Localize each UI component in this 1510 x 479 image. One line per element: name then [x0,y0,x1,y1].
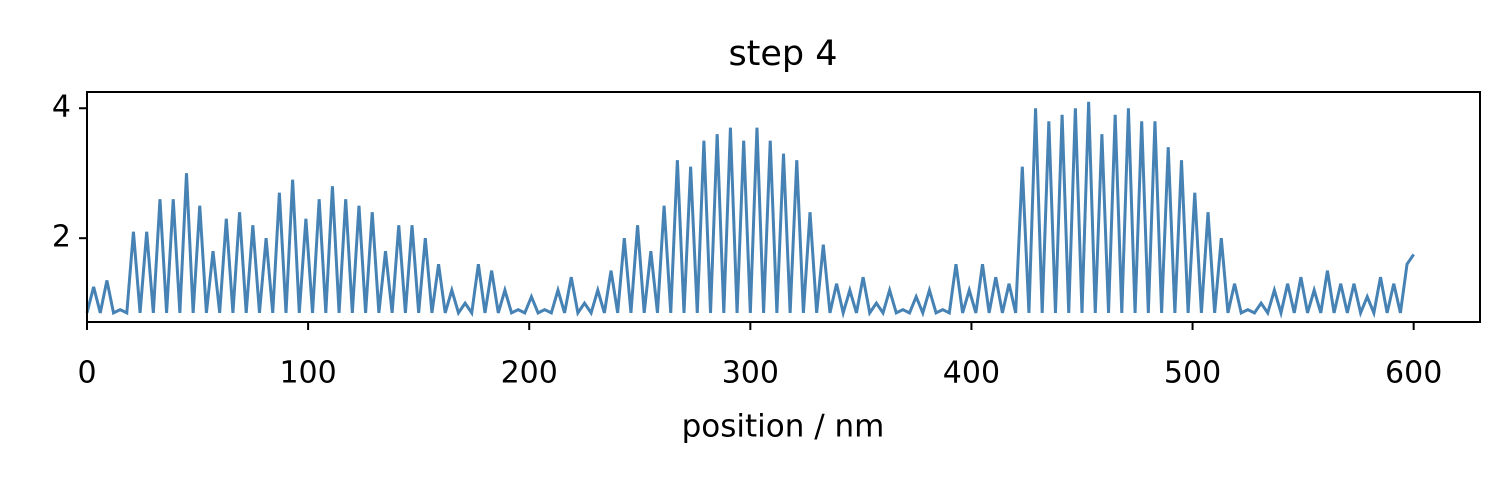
x-tick-label: 600 [1385,356,1442,391]
y-tick-label: 2 [52,220,71,255]
chart-title: step 4 [728,34,837,74]
y-tick-label: 4 [52,90,71,125]
plot-area [85,101,1415,319]
x-tick-label: 500 [1164,356,1221,391]
x-tick-label: 200 [501,356,558,391]
data-line [85,101,1415,319]
x-tick-label: 100 [279,356,336,391]
x-tick-label: 0 [77,356,96,391]
x-tick-label: 300 [722,356,779,391]
x-axis-label: position / nm [682,409,885,445]
x-tick-label: 400 [943,356,1000,391]
axes-frame [86,91,1481,323]
